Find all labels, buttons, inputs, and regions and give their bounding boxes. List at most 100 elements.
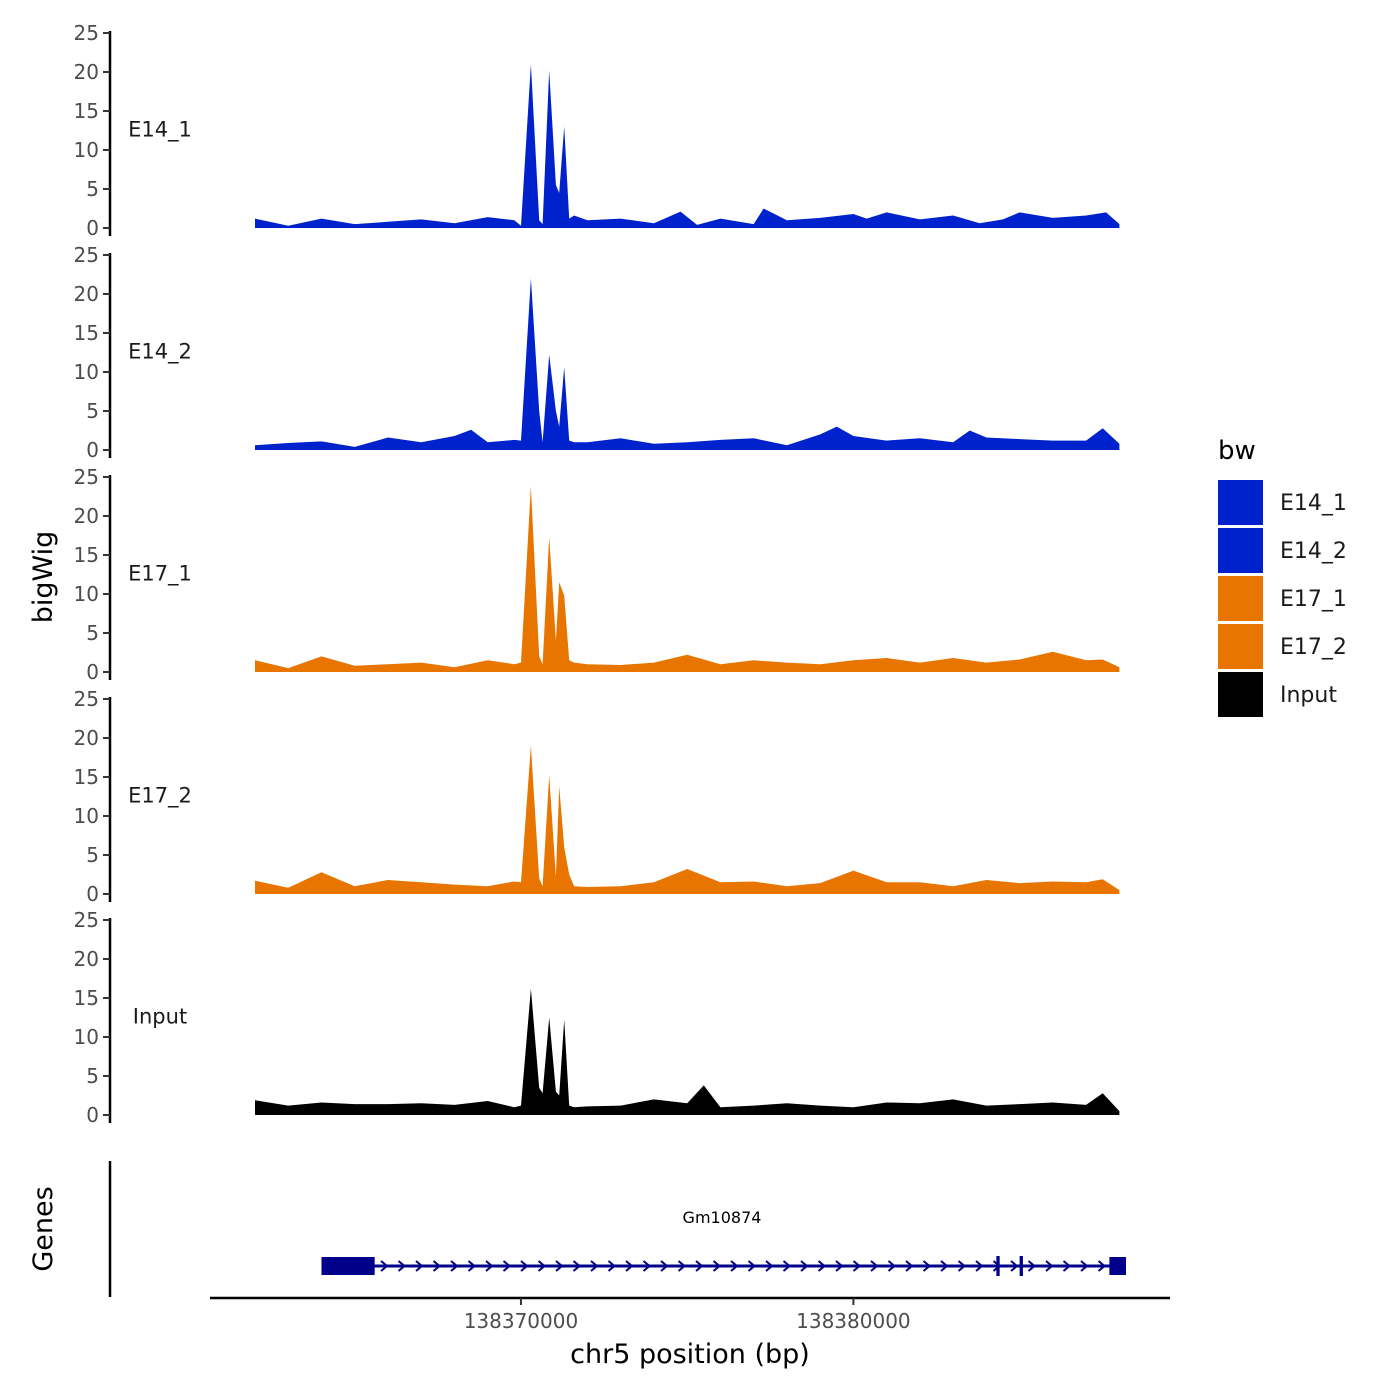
gene-exon <box>321 1257 375 1275</box>
y-tick-label: 25 <box>74 21 99 45</box>
x-axis: 138370000 138380000 chr5 position (bp) <box>210 1296 1170 1370</box>
strand-arrow <box>922 1260 932 1272</box>
strand-arrow <box>432 1260 442 1272</box>
y-tick-label: 20 <box>74 947 99 971</box>
y-tick-label: 5 <box>86 1064 99 1088</box>
strand-arrow <box>397 1260 407 1272</box>
y-tick-label: 15 <box>74 765 99 789</box>
strand-arrow <box>800 1260 809 1272</box>
strand-arrow <box>730 1260 739 1272</box>
y-tick-label: 15 <box>74 99 99 123</box>
coverage-tracks: 0 5 10 15 20 25 E14_1 0 5 10 15 20 25 E14_2 0 5 10 15 20 25… <box>74 21 1120 1127</box>
track-label: E14_2 <box>128 340 192 365</box>
y-tick-label: 25 <box>74 908 99 932</box>
y-tick-label: 5 <box>86 621 99 645</box>
strand-arrow <box>590 1260 599 1272</box>
strand-arrow <box>625 1260 634 1272</box>
strand-arrow <box>415 1260 424 1272</box>
track-panel: 0 5 10 15 20 25 E17_1 <box>74 465 1120 684</box>
strand-arrow <box>660 1260 669 1272</box>
strand-arrow <box>1080 1260 1089 1272</box>
legend: bw E14_1 E14_2 E17_1 E17_2 Input <box>1218 436 1347 717</box>
strand-arrow <box>572 1260 582 1272</box>
y-tick-label: 0 <box>86 882 99 906</box>
strand-arrow <box>817 1260 827 1272</box>
strand-arrow <box>502 1260 512 1272</box>
x-axis-ticks: 138370000 138380000 <box>464 1298 911 1333</box>
strand-arrow <box>677 1260 687 1272</box>
legend-label: E17_2 <box>1280 635 1347 660</box>
strand-arrow <box>782 1260 792 1272</box>
y-tick-label: 25 <box>74 687 99 711</box>
coverage-area-e17-2 <box>255 745 1120 894</box>
y-tick-label: 15 <box>74 986 99 1010</box>
track-panel: 0 5 10 15 20 25 E14_2 <box>74 243 1120 462</box>
strand-arrow <box>1010 1260 1019 1272</box>
legend-swatch <box>1218 624 1263 669</box>
strand-arrow <box>905 1260 914 1272</box>
strand-arrow <box>940 1260 949 1272</box>
strand-arrow <box>887 1260 897 1272</box>
y-tick-label: 0 <box>86 438 99 462</box>
y-tick-label: 20 <box>74 726 99 750</box>
x-tick-label: 138370000 <box>464 1309 579 1333</box>
legend-title: bw <box>1218 436 1256 466</box>
y-tick-label: 20 <box>74 504 99 528</box>
strand-arrow <box>380 1260 389 1272</box>
gene-exon <box>1019 1256 1023 1276</box>
legend-swatch <box>1218 672 1263 717</box>
strand-arrow <box>537 1260 547 1272</box>
y-tick-label: 25 <box>74 243 99 267</box>
y-tick-label: 25 <box>74 465 99 489</box>
strand-arrow <box>1027 1260 1037 1272</box>
legend-items: E14_1 E14_2 E17_1 E17_2 Input <box>1218 480 1347 717</box>
gene-annotation-panel: Gm10874 <box>108 1161 1126 1297</box>
y-axis-title: bigWig <box>28 531 59 624</box>
strand-arrow <box>450 1260 459 1272</box>
y-tick-label: 5 <box>86 177 99 201</box>
legend-swatch <box>1218 480 1263 525</box>
track-panel: 0 5 10 15 20 25 E14_1 <box>74 21 1120 240</box>
coverage-area-e14-1 <box>255 64 1120 228</box>
strand-arrow <box>695 1260 704 1272</box>
y-tick-label: 0 <box>86 216 99 240</box>
y-tick-label: 0 <box>86 660 99 684</box>
legend-swatch <box>1218 576 1263 621</box>
gene-label: Gm10874 <box>683 1208 762 1227</box>
strand-arrow <box>485 1260 494 1272</box>
y-tick-label: 10 <box>74 138 99 162</box>
y-tick-label: 15 <box>74 543 99 567</box>
track-panel: 0 5 10 15 20 25 Input <box>74 908 1120 1127</box>
y-tick-label: 5 <box>86 843 99 867</box>
legend-swatch <box>1218 528 1263 573</box>
coverage-area-e14-2 <box>255 278 1120 450</box>
gene-exon <box>996 1256 1000 1276</box>
track-label: Input <box>133 1005 187 1029</box>
strand-arrow <box>467 1260 477 1272</box>
strand-arrow <box>870 1260 879 1272</box>
legend-label: E14_1 <box>1280 491 1347 516</box>
strand-arrow <box>747 1260 757 1272</box>
gene-track <box>321 1256 1126 1276</box>
x-axis-title: chr5 position (bp) <box>570 1339 810 1370</box>
track-label: E17_1 <box>128 562 192 587</box>
strand-arrow <box>1097 1260 1107 1272</box>
coverage-area-e17-1 <box>255 486 1120 672</box>
y-tick-label: 20 <box>74 282 99 306</box>
track-panel: 0 5 10 15 20 25 E17_2 <box>74 687 1120 906</box>
strand-arrow <box>957 1260 967 1272</box>
y-tick-label: 20 <box>74 60 99 84</box>
track-label: E17_2 <box>128 784 192 809</box>
y-tick-label: 0 <box>86 1103 99 1127</box>
y-tick-label: 10 <box>74 582 99 606</box>
legend-label: E17_1 <box>1280 587 1347 612</box>
strand-arrow <box>520 1260 529 1272</box>
strand-arrow <box>642 1260 652 1272</box>
y-tick-label: 10 <box>74 1025 99 1049</box>
genes-axis-title: Genes <box>28 1186 59 1271</box>
strand-arrow <box>607 1260 617 1272</box>
strand-arrow <box>765 1260 774 1272</box>
y-tick-label: 15 <box>74 321 99 345</box>
coverage-area-input <box>255 988 1120 1115</box>
